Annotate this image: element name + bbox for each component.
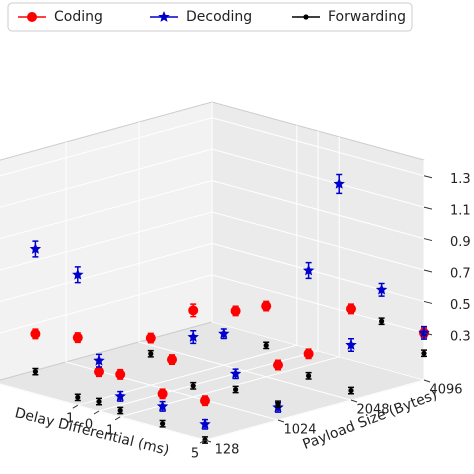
marker — [72, 268, 84, 280]
z-tick-label: 0.5 — [450, 298, 471, 313]
marker — [115, 369, 126, 380]
marker — [200, 395, 210, 406]
y-tick-label: 4096 — [429, 383, 462, 398]
z-tick-label: 0.7 — [450, 267, 471, 282]
z-tick — [423, 300, 433, 304]
x-tick — [114, 416, 121, 421]
marker — [273, 360, 283, 370]
marker — [303, 14, 309, 20]
z-tick-label: 1.1 — [450, 204, 471, 219]
marker — [199, 418, 211, 430]
y-tick — [204, 439, 212, 443]
legend-label: Forwarding — [328, 9, 406, 25]
z-tick-label: 0.9 — [450, 235, 471, 250]
marker — [375, 283, 388, 295]
legend-label: Decoding — [186, 9, 252, 25]
y-grid-line — [138, 122, 352, 401]
marker — [30, 328, 41, 339]
marker — [418, 326, 430, 338]
marker — [156, 400, 169, 412]
y-tick-label: 1024 — [283, 423, 316, 438]
marker — [302, 264, 315, 276]
marker — [160, 421, 166, 427]
z-tick — [423, 206, 433, 210]
y-grid-line — [0, 383, 206, 441]
marker — [32, 369, 39, 375]
x-tick-label: -1 — [61, 412, 74, 427]
marker — [187, 331, 199, 342]
marker — [218, 327, 230, 339]
x-tick-label: 5 — [191, 447, 199, 462]
z-tick — [423, 238, 433, 242]
z-tick-label: 0.3 — [450, 329, 471, 344]
marker — [94, 366, 104, 377]
y-tick — [277, 419, 285, 423]
marker — [333, 177, 345, 189]
marker — [421, 350, 427, 356]
marker — [346, 303, 356, 314]
marker — [229, 367, 242, 379]
marks — [29, 173, 430, 444]
marker — [148, 351, 154, 357]
marker — [167, 354, 177, 365]
y-grid-line — [211, 102, 425, 381]
x-tick — [93, 410, 100, 415]
z-tick-label: 1.3 — [450, 172, 471, 187]
marker — [93, 354, 105, 366]
marker — [158, 11, 170, 22]
marker — [117, 407, 123, 414]
marker — [96, 398, 102, 405]
marker — [303, 348, 314, 359]
marker — [261, 301, 272, 312]
z-tick — [423, 175, 433, 179]
legend-label: Coding — [54, 9, 103, 25]
x-tick-label: 1 — [106, 423, 114, 438]
marker — [190, 383, 196, 389]
z-tick — [423, 269, 433, 273]
y-tick-label: 128 — [215, 443, 240, 458]
marker — [27, 12, 37, 22]
marker — [275, 401, 281, 407]
marker — [233, 386, 239, 393]
y-tick — [350, 399, 358, 403]
marker — [145, 333, 156, 344]
marker — [157, 388, 168, 399]
marker — [188, 305, 199, 316]
x-tick — [199, 439, 206, 444]
z-tick — [423, 332, 433, 336]
x-tick-label: 0 — [85, 418, 93, 433]
marker — [114, 390, 126, 402]
marker — [306, 373, 312, 379]
marker — [345, 339, 357, 350]
legend: Coding Decoding Forwarding — [7, 2, 413, 32]
marker — [230, 305, 241, 316]
marker — [379, 318, 385, 324]
y-tick — [423, 379, 431, 383]
marker — [29, 243, 42, 254]
y-tick-label: 2048 — [356, 403, 389, 418]
x-tick — [72, 404, 79, 409]
marker — [75, 394, 81, 400]
marker — [72, 332, 83, 343]
marker — [263, 342, 269, 348]
legend-box — [7, 2, 413, 32]
marker — [348, 387, 354, 394]
